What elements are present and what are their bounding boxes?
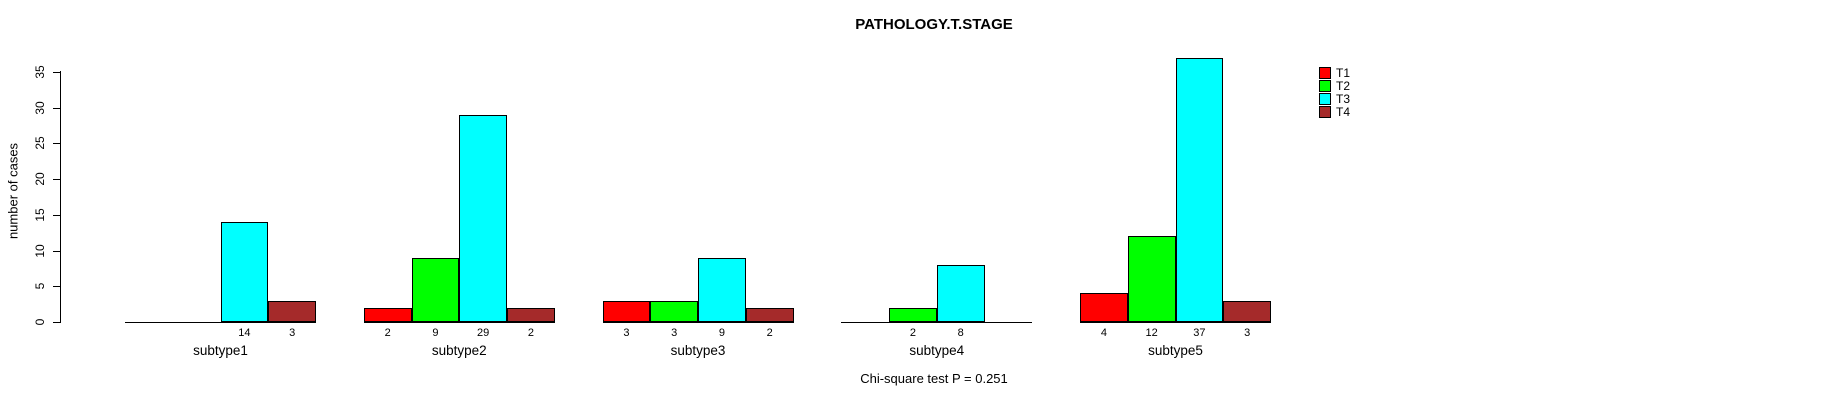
y-tick-label: 15	[33, 208, 47, 222]
y-tick-mark	[53, 179, 60, 181]
y-tick-mark	[53, 286, 60, 288]
bar-t2-subtype3	[650, 300, 698, 322]
y-tick-mark	[53, 143, 60, 145]
bar-value-label: 29	[477, 327, 490, 339]
category-label-subtype3: subtype3	[670, 343, 726, 358]
bar-t3-subtype2	[459, 114, 507, 322]
y-tick-label: 0	[33, 318, 47, 326]
legend-item-t2: T2	[1319, 78, 1351, 93]
bar-value-label: 2	[527, 327, 534, 339]
bar-t4-subtype1	[268, 300, 316, 322]
bar-value-label: 2	[909, 327, 916, 339]
legend-item-t1: T1	[1319, 65, 1351, 80]
category-label-subtype5: subtype5	[1148, 343, 1203, 358]
y-tick-mark	[53, 107, 60, 109]
bar-value-label: 12	[1145, 327, 1158, 339]
legend: T1 T2 T3 T4	[1319, 65, 1351, 119]
y-tick-label: 30	[33, 101, 47, 115]
bar-value-label: 14	[238, 327, 251, 339]
bar-t1-subtype5	[1080, 293, 1128, 322]
group-baseline	[125, 322, 316, 323]
category-label-subtype2: subtype2	[431, 343, 487, 358]
bar-t4-subtype3	[745, 307, 794, 322]
bar-t2-subtype2	[411, 257, 460, 322]
bar-value-label: 3	[289, 327, 296, 339]
category-label-subtype1: subtype1	[193, 343, 248, 358]
bar-value-label: 2	[766, 327, 773, 339]
legend-item-t3: T3	[1319, 91, 1351, 106]
bar-t1-subtype2	[363, 307, 412, 322]
legend-label: T4	[1336, 104, 1351, 119]
group-baseline	[841, 322, 1033, 323]
bar-t4-subtype2	[507, 307, 555, 322]
y-tick-mark	[53, 322, 60, 323]
bar-t3-subtype3	[698, 257, 746, 322]
bar-t2-subtype5	[1127, 236, 1176, 322]
legend-swatch-t2	[1319, 79, 1331, 92]
y-tick-label: 25	[33, 136, 47, 151]
legend-label: T2	[1336, 78, 1351, 93]
legend-swatch-t1	[1319, 66, 1331, 79]
y-axis-label: number of cases	[5, 142, 21, 240]
legend-item-t4: T4	[1319, 104, 1351, 119]
bar-value-label: 2	[384, 327, 391, 339]
chi-square-annotation: Chi-square test P = 0.251	[860, 371, 1008, 386]
bar-value-label: 9	[718, 327, 725, 339]
group-baseline	[363, 322, 555, 323]
y-tick-mark	[53, 72, 60, 73]
legend-swatch-t3	[1319, 92, 1331, 105]
y-tick-label: 10	[33, 243, 47, 258]
bar-value-label: 4	[1100, 327, 1107, 339]
y-tick-mark	[53, 250, 60, 252]
y-tick-label: 20	[33, 172, 47, 186]
bar-value-label: 3	[671, 327, 678, 339]
group-baseline	[1080, 322, 1271, 323]
legend-label: T1	[1336, 65, 1351, 80]
bar-value-label: 8	[957, 327, 964, 339]
category-label-subtype4: subtype4	[909, 343, 965, 358]
bar-t3-subtype1	[220, 222, 269, 322]
bar-value-label: 3	[623, 327, 630, 339]
legend-swatch-t4	[1319, 105, 1331, 118]
bar-t1-subtype3	[602, 300, 651, 322]
legend-label: T3	[1336, 91, 1351, 106]
bar-t3-subtype4	[936, 264, 985, 322]
y-tick-label: 5	[33, 282, 47, 290]
bar-value-label: 9	[432, 327, 439, 339]
bar-value-label: 3	[1244, 327, 1251, 339]
bar-t3-subtype5	[1175, 57, 1224, 322]
bar-t2-subtype4	[889, 307, 937, 322]
group-baseline	[602, 322, 794, 323]
y-tick-mark	[53, 214, 60, 216]
y-tick-label: 35	[33, 65, 47, 79]
chart-title: PATHOLOGY.T.STAGE	[855, 16, 1013, 33]
bar-value-label: 37	[1193, 327, 1206, 339]
bar-t4-subtype5	[1223, 300, 1271, 322]
y-axis	[60, 71, 61, 323]
